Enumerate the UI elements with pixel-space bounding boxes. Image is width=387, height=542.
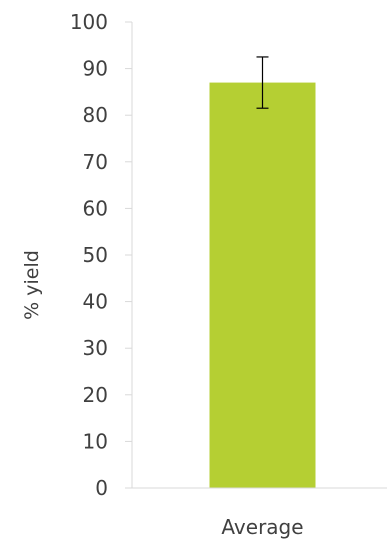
y-tick-label: 20 [83, 383, 108, 407]
x-category-label: Average [221, 515, 303, 539]
y-tick-label: 40 [83, 290, 108, 314]
y-tick-label: 70 [83, 150, 108, 174]
error-bars-group [256, 56, 269, 109]
y-tick-label: 30 [83, 336, 108, 360]
y-tick-label: 100 [70, 10, 108, 34]
y-tick-label: 50 [83, 243, 108, 267]
y-axis: 0 10 20 30 40 50 60 70 80 90 100 [70, 10, 133, 500]
y-tick-label: 90 [83, 57, 108, 81]
y-tick-label: 10 [83, 429, 108, 453]
x-axis: Average [132, 487, 387, 539]
bar [209, 82, 316, 488]
y-tick-label: 80 [83, 103, 108, 127]
y-tick-label: 60 [83, 196, 108, 220]
y-tick-label: 0 [95, 476, 108, 500]
y-axis-title: % yield [21, 250, 43, 320]
bars-group [209, 82, 316, 488]
